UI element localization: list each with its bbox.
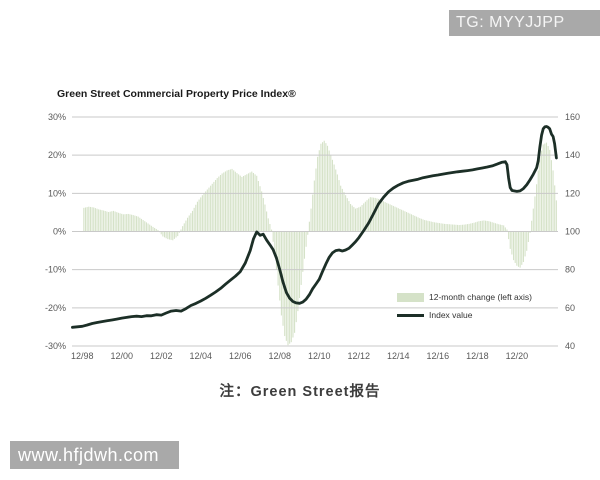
svg-text:12/20: 12/20 bbox=[506, 351, 529, 361]
chart-legend: 12-month change (left axis) Index value bbox=[397, 288, 532, 324]
svg-text:30%: 30% bbox=[48, 112, 66, 122]
svg-text:20%: 20% bbox=[48, 150, 66, 160]
chart-title: Green Street Commercial Property Price I… bbox=[57, 88, 296, 100]
svg-text:12/12: 12/12 bbox=[348, 351, 371, 361]
svg-text:160: 160 bbox=[565, 112, 580, 122]
svg-text:12/18: 12/18 bbox=[466, 351, 489, 361]
svg-text:120: 120 bbox=[565, 188, 580, 198]
svg-text:12/02: 12/02 bbox=[150, 351, 173, 361]
source-note: 注：Green Street报告 bbox=[219, 384, 381, 400]
svg-text:12/10: 12/10 bbox=[308, 351, 331, 361]
svg-text:12/14: 12/14 bbox=[387, 351, 410, 361]
svg-text:12/16: 12/16 bbox=[427, 351, 450, 361]
svg-text:0%: 0% bbox=[53, 227, 66, 237]
svg-text:12/08: 12/08 bbox=[269, 351, 292, 361]
svg-text:-20%: -20% bbox=[45, 303, 66, 313]
line-swatch-icon bbox=[397, 313, 424, 317]
svg-text:12/06: 12/06 bbox=[229, 351, 252, 361]
legend-item-change: 12-month change (left axis) bbox=[397, 288, 532, 306]
legend-label-index: Index value bbox=[429, 310, 473, 320]
svg-text:12/98: 12/98 bbox=[71, 351, 94, 361]
svg-text:140: 140 bbox=[565, 150, 580, 160]
svg-text:12/04: 12/04 bbox=[189, 351, 212, 361]
svg-text:12/00: 12/00 bbox=[110, 351, 133, 361]
legend-label-change: 12-month change (left axis) bbox=[429, 292, 532, 302]
svg-text:60: 60 bbox=[565, 303, 575, 313]
legend-item-index: Index value bbox=[397, 306, 532, 324]
svg-text:40: 40 bbox=[565, 341, 575, 351]
svg-text:100: 100 bbox=[565, 227, 580, 237]
svg-text:80: 80 bbox=[565, 265, 575, 275]
watermark-bottom-text: www.hfjdwh.com bbox=[18, 444, 160, 465]
svg-text:-30%: -30% bbox=[45, 341, 66, 351]
watermark-top-right: TG: MYYJJPP bbox=[449, 10, 600, 36]
svg-text:10%: 10% bbox=[48, 188, 66, 198]
svg-text:-10%: -10% bbox=[45, 265, 66, 275]
watermark-top-text: TG: MYYJJPP bbox=[456, 14, 565, 31]
watermark-bottom-left: www.hfjdwh.com bbox=[10, 441, 179, 469]
bar-swatch-icon bbox=[397, 292, 424, 302]
